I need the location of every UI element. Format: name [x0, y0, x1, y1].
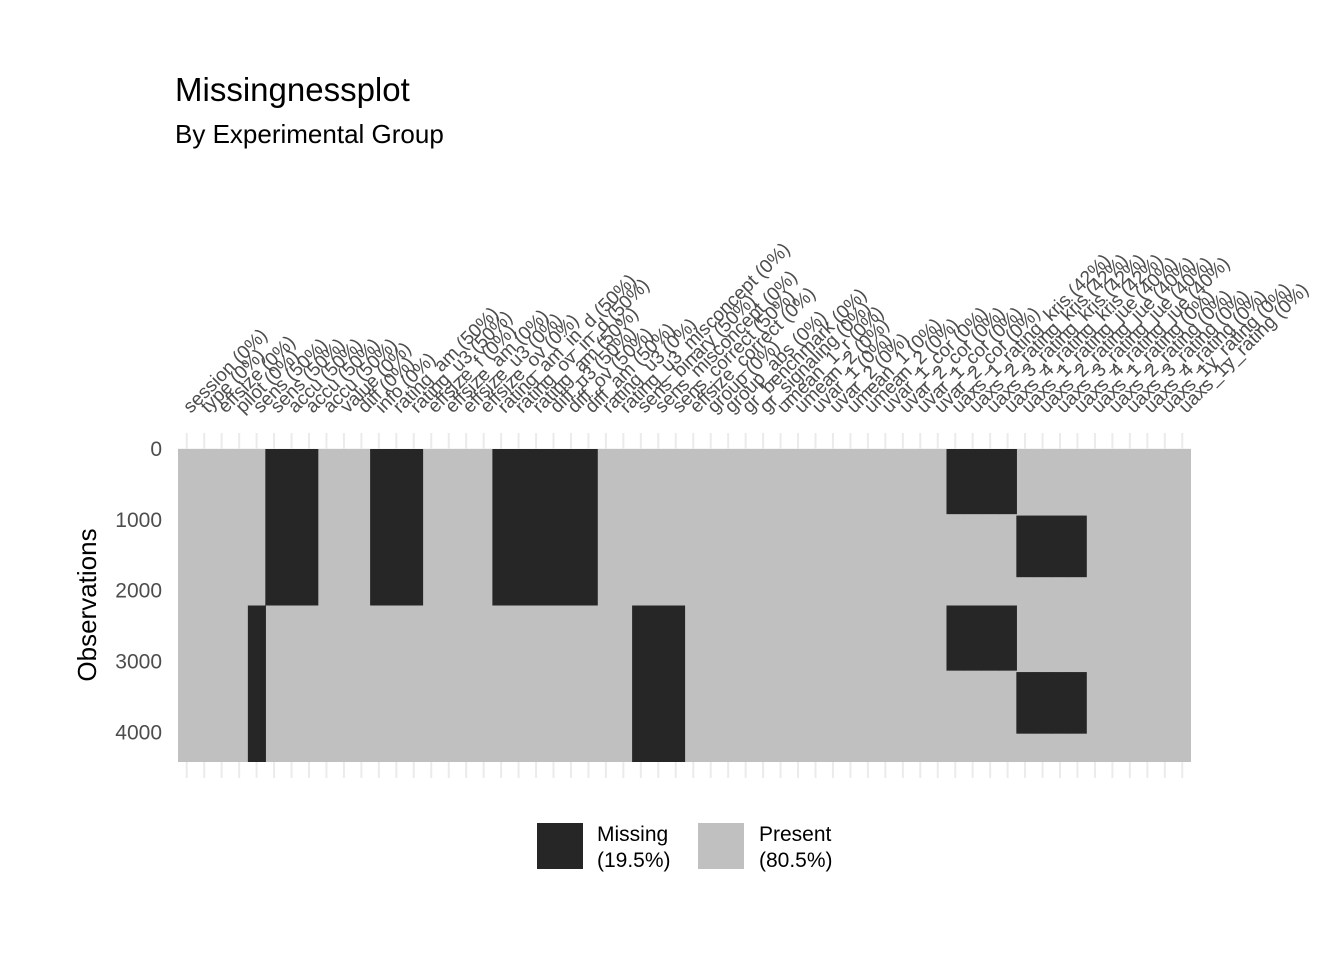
x-axis-tick-labels: session (0%)type (0%)effsize (0%)pilot (… [179, 239, 1313, 417]
legend-swatch-present [698, 823, 744, 869]
missing-cell [981, 449, 1000, 515]
legend-pct-missing: (19.5%) [597, 849, 671, 872]
missing-cell [247, 605, 266, 762]
missing-cell [370, 449, 389, 606]
legend: Missing (19.5%) Present (80.5%) [537, 823, 833, 872]
missing-cell [282, 449, 301, 606]
missing-cell [1016, 672, 1035, 734]
missing-cell [544, 449, 563, 606]
y-axis-label: Observations [72, 528, 102, 681]
missing-cell [649, 605, 668, 762]
legend-pct-present: (80.5%) [759, 849, 833, 872]
missing-cell [1033, 515, 1052, 578]
y-tick-label: 1000 [115, 509, 162, 532]
missing-cell [998, 605, 1017, 671]
missing-cell [387, 449, 406, 606]
missing-cell [579, 449, 598, 606]
missing-cell [1051, 672, 1070, 734]
missing-cell [1068, 672, 1087, 734]
missing-cell [527, 449, 546, 606]
missing-cell [963, 605, 983, 671]
missing-cell [1016, 515, 1035, 578]
missing-cell [300, 449, 319, 606]
missing-cell [632, 605, 651, 762]
missing-cell [667, 605, 686, 762]
missing-cell [405, 449, 424, 606]
missing-cell [265, 449, 284, 606]
missing-cell [998, 449, 1017, 515]
missing-cell [946, 605, 965, 671]
missing-cell [1068, 515, 1087, 578]
missing-cell [509, 449, 528, 606]
missing-cell [963, 449, 983, 515]
legend-label-present: Present [759, 823, 832, 846]
y-tick-label: 3000 [115, 650, 162, 673]
legend-swatch-missing [537, 823, 583, 869]
chart-title: Missingnessplot [175, 71, 410, 108]
missing-cell [562, 449, 581, 606]
missingness-cells [178, 449, 1191, 762]
y-axis-tick-labels: 0 1000 2000 3000 4000 [115, 438, 162, 744]
legend-label-missing: Missing [597, 823, 668, 846]
y-tick-label: 0 [150, 438, 162, 461]
missing-cell [492, 449, 511, 606]
missing-cell [1051, 515, 1070, 578]
missing-cell [981, 605, 1000, 671]
missing-cell [946, 449, 965, 515]
y-tick-label: 2000 [115, 580, 162, 603]
missing-cell [1033, 672, 1052, 734]
chart-subtitle: By Experimental Group [175, 119, 444, 149]
y-tick-label: 4000 [115, 721, 162, 744]
